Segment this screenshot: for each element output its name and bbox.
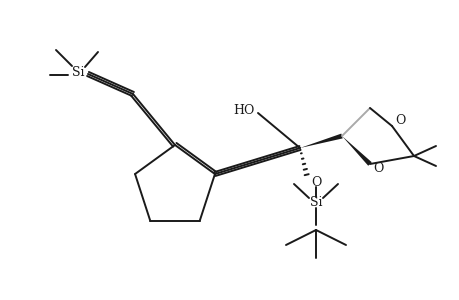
Polygon shape — [341, 136, 371, 166]
Text: Si: Si — [309, 196, 322, 208]
Text: O: O — [310, 176, 320, 190]
Text: O: O — [372, 163, 382, 176]
Text: O: O — [394, 115, 404, 128]
Polygon shape — [299, 134, 342, 148]
Text: Si: Si — [72, 65, 84, 79]
Text: HO: HO — [233, 103, 254, 116]
